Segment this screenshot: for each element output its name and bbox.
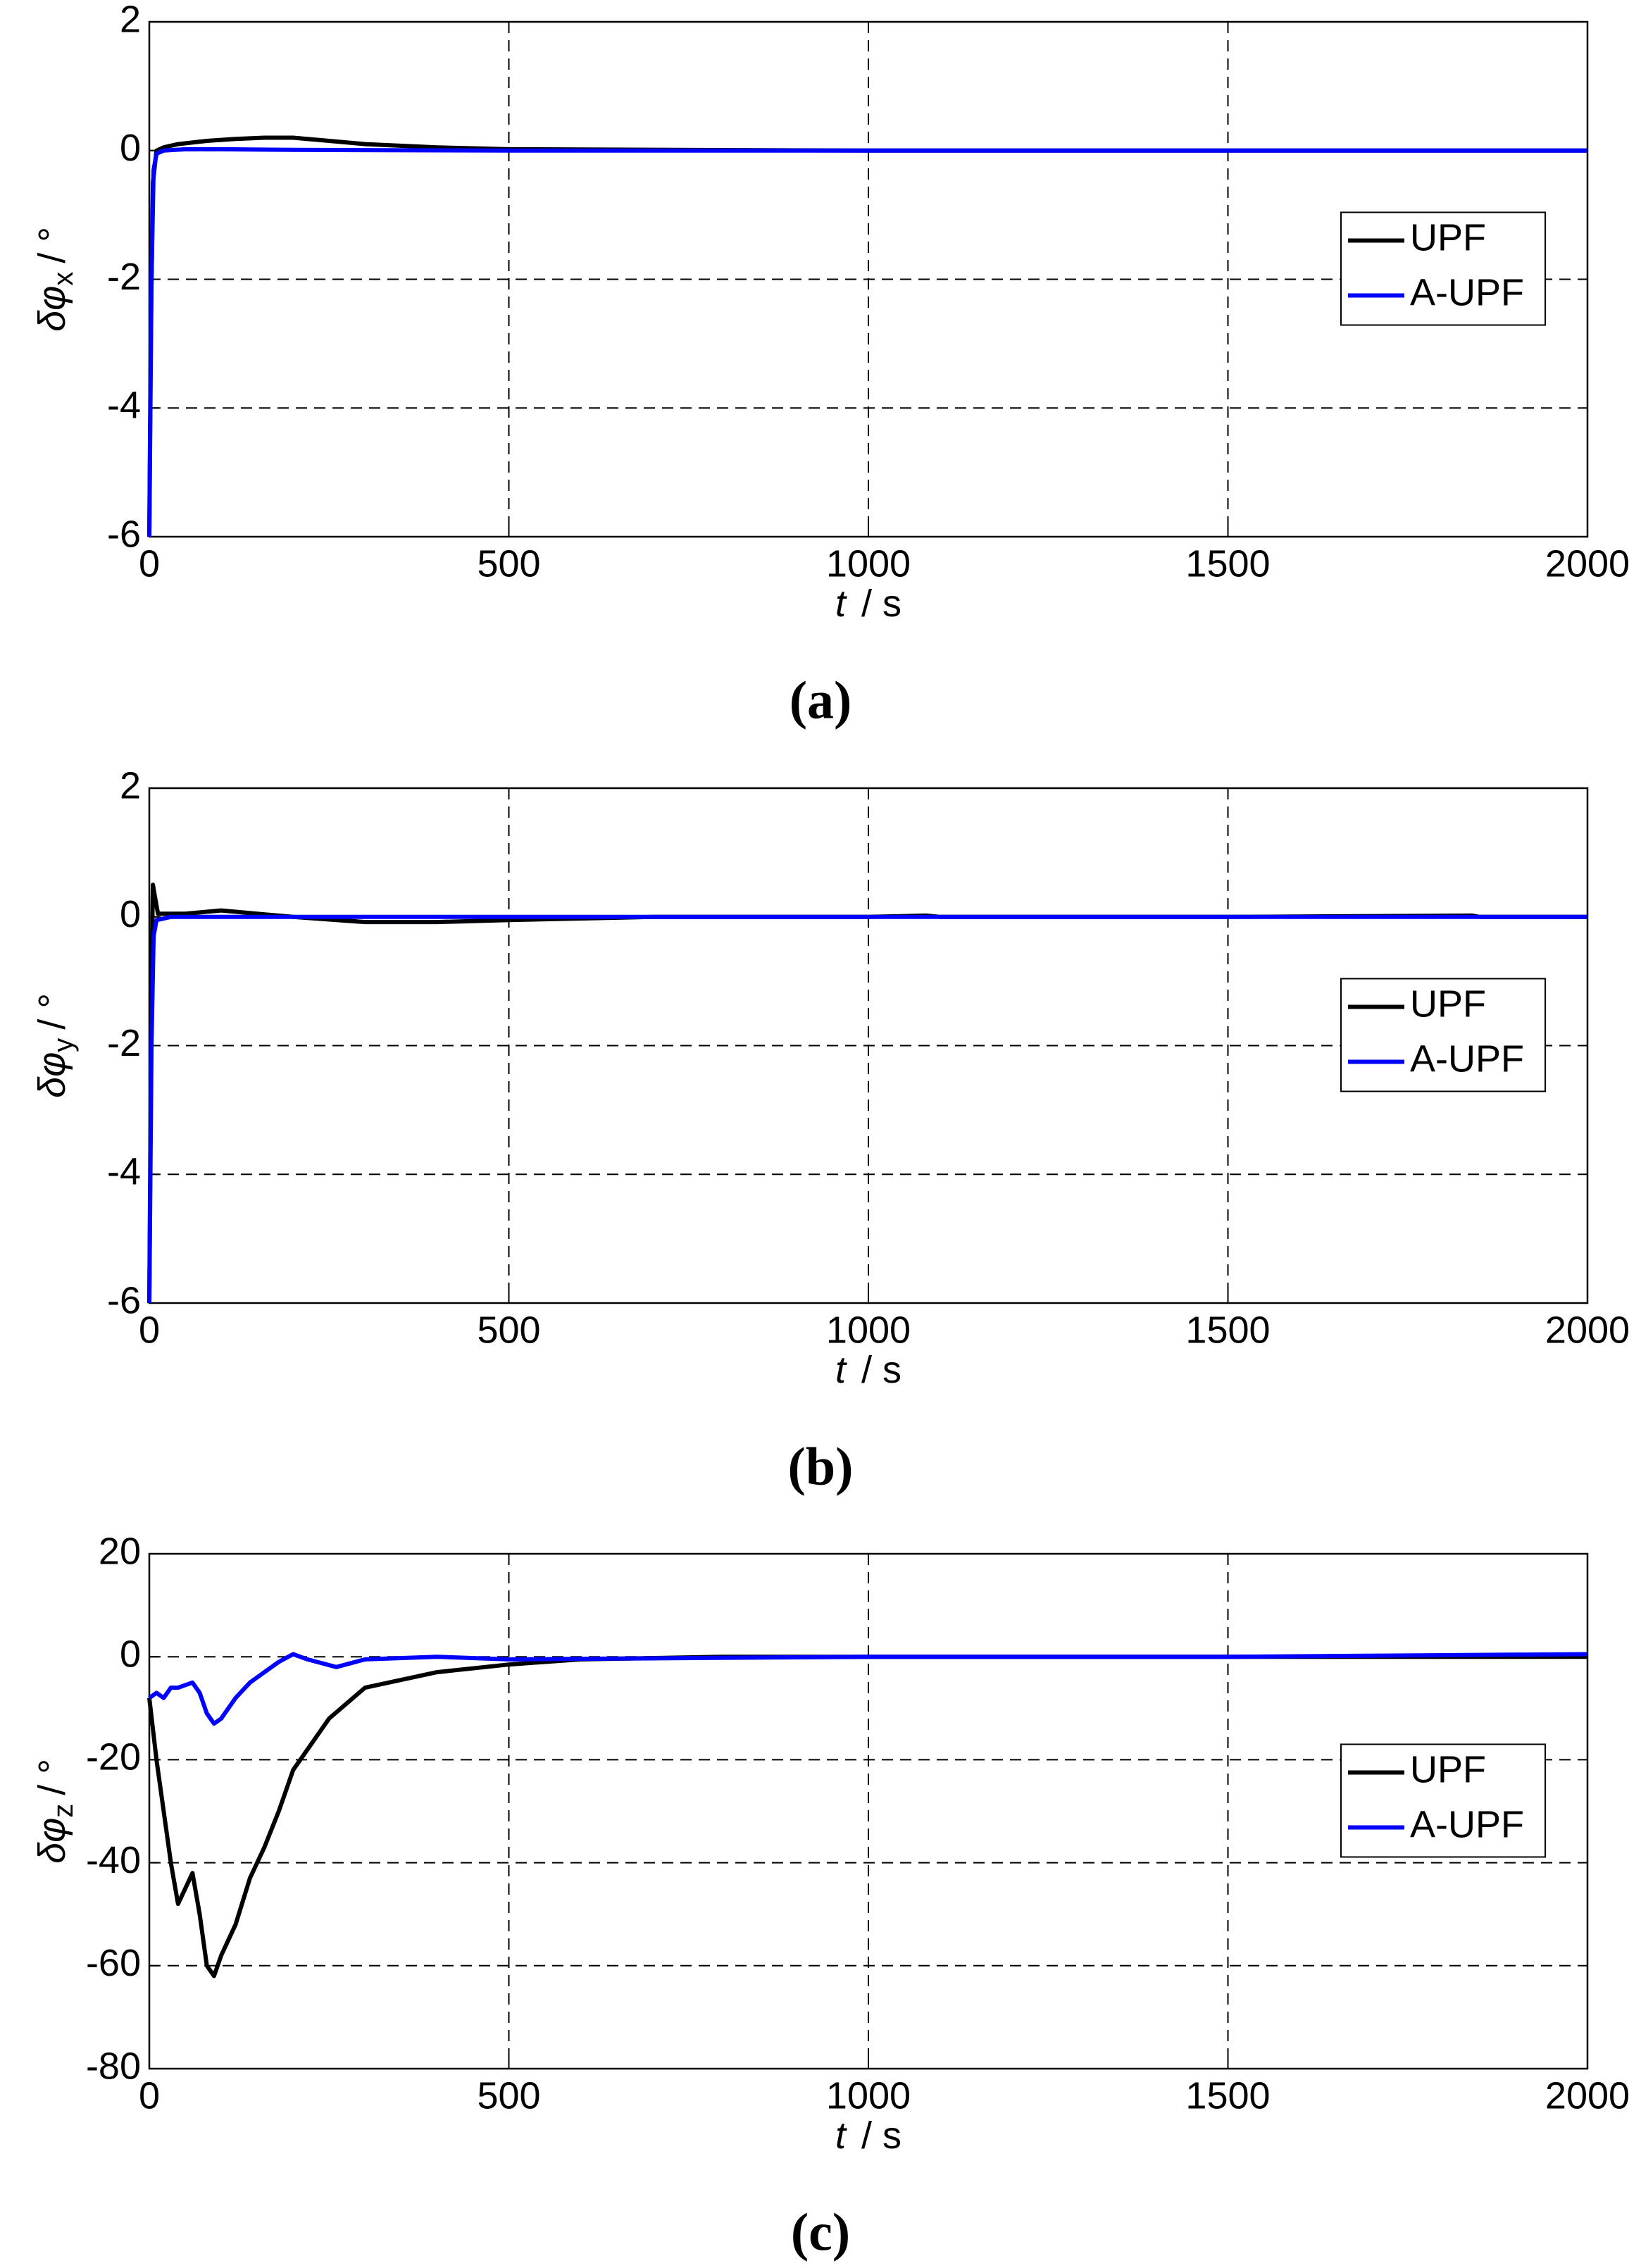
- x-axis-label: t / s: [835, 1349, 901, 1391]
- y-label-subscript: y: [48, 1038, 79, 1052]
- legend-label: UPF: [1410, 1749, 1486, 1791]
- series-line: [148, 1652, 1588, 1726]
- legend-label: UPF: [1410, 217, 1486, 259]
- x-tick-label: 1500: [1185, 542, 1270, 585]
- x-label-unit: / s: [861, 2114, 901, 2157]
- y-tick-label: 2: [120, 764, 141, 806]
- y-tick-label: -4: [107, 385, 141, 427]
- x-tick-label: 500: [477, 542, 540, 585]
- x-tick-label: 0: [139, 2074, 160, 2117]
- plot-frame: [148, 20, 1589, 538]
- y-tick-label: 0: [120, 1633, 141, 1675]
- y-label-subscript: x: [48, 272, 79, 286]
- legend-box: [1340, 211, 1546, 326]
- legend-box: [1340, 978, 1546, 1092]
- y-label-symbol: δφ: [31, 1052, 73, 1098]
- x-label-unit: / s: [861, 582, 901, 625]
- y-tick-label: -6: [107, 513, 141, 555]
- x-tick-label: 1500: [1185, 2074, 1270, 2117]
- chart: -80 -60 -40 -20 0 20 0 500 1000 1500 2000 UPF A-UPF t…: [31, 1530, 1630, 2262]
- y-label-unit: / °: [31, 227, 73, 263]
- y-tick-label: -2: [107, 1022, 141, 1064]
- chart: -6 -4 -2 0 2 0 500 1000 1500 2000 UPF A-UPF t / s δφx /…: [31, 0, 1630, 730]
- y-tick-label: 20: [99, 1530, 141, 1572]
- legend-label: A-UPF: [1410, 272, 1524, 314]
- y-tick-label: -60: [86, 1942, 141, 1984]
- x-tick-label: 0: [139, 542, 160, 585]
- y-tick-label: -40: [86, 1839, 141, 1881]
- x-label-unit: / s: [861, 1349, 901, 1391]
- y-label-symbol: δφ: [31, 286, 73, 332]
- x-tick-label: 2000: [1545, 2074, 1630, 2117]
- y-label-unit: / °: [31, 1759, 73, 1795]
- y-axis-label: δφy / °: [31, 993, 78, 1098]
- x-label-symbol: t: [835, 582, 847, 625]
- y-tick-label: -2: [107, 256, 141, 298]
- y-tick-label: 2: [120, 0, 141, 40]
- legend-box: [1340, 1743, 1546, 1858]
- y-label-subscript: z: [48, 1804, 79, 1818]
- caption: (a): [790, 671, 852, 730]
- y-label-symbol: δφ: [31, 1818, 73, 1864]
- x-tick-label: 1000: [826, 1309, 911, 1351]
- x-tick-label: 2000: [1545, 1309, 1630, 1351]
- series-line: [147, 883, 1587, 1304]
- x-tick-label: 0: [139, 1309, 160, 1351]
- y-axis-label: δφz / °: [31, 1759, 78, 1864]
- series-line: [147, 147, 1587, 537]
- caption: (c): [791, 2202, 850, 2262]
- caption: (b): [788, 1437, 854, 1496]
- x-tick-label: 1000: [826, 2074, 911, 2117]
- chart: -6 -4 -2 0 2 0 500 1000 1500 2000 UPF A-UPF t / s δφy /…: [31, 764, 1630, 1496]
- x-label-symbol: t: [835, 1349, 847, 1391]
- y-tick-label: -20: [86, 1736, 141, 1778]
- x-tick-label: 500: [477, 1309, 540, 1351]
- x-label-symbol: t: [835, 2114, 847, 2157]
- legend-label: A-UPF: [1410, 1038, 1524, 1080]
- legend-label: A-UPF: [1410, 1804, 1524, 1846]
- x-axis-label: t / s: [835, 2114, 901, 2157]
- y-tick-label: 0: [120, 127, 141, 169]
- x-tick-label: 500: [477, 2074, 540, 2117]
- y-tick-label: -80: [86, 2045, 141, 2087]
- x-axis-label: t / s: [835, 582, 901, 625]
- y-tick-label: -4: [107, 1151, 141, 1193]
- y-tick-label: -6: [107, 1279, 141, 1321]
- series-line: [147, 914, 1587, 1304]
- y-tick-label: 0: [120, 893, 141, 935]
- x-tick-label: 1000: [826, 542, 911, 585]
- legend-label: UPF: [1410, 983, 1486, 1026]
- y-label-unit: / °: [31, 993, 73, 1030]
- x-tick-label: 1500: [1185, 1309, 1270, 1351]
- y-axis-label: δφx / °: [31, 227, 78, 332]
- x-tick-label: 2000: [1545, 542, 1630, 585]
- plot-frame: [148, 1552, 1589, 2070]
